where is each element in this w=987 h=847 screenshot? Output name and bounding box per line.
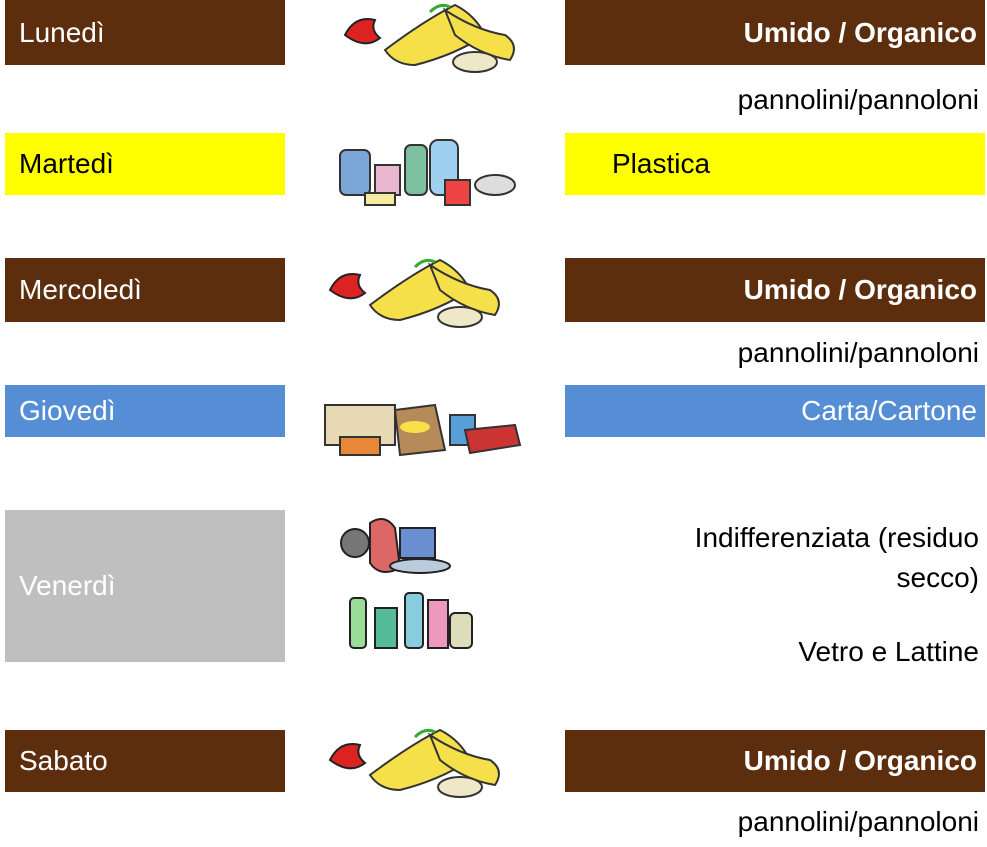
- day-label: Lunedì: [5, 0, 285, 65]
- plastic-icon: [325, 135, 545, 210]
- day-label: Venerdì: [5, 510, 285, 662]
- waste-type: Plastica: [565, 133, 985, 195]
- waste-type: Umido / Organico: [565, 0, 985, 65]
- waste-note: pannolini/pannoloni: [737, 806, 979, 837]
- waste-note: pannolini/pannoloni: [737, 337, 979, 368]
- day-label: Martedì: [5, 133, 285, 195]
- day-label: Sabato: [5, 730, 285, 792]
- waste-note: pannolini/pannoloni: [737, 84, 979, 115]
- organic-icon: [325, 0, 545, 75]
- waste-type: Carta/Cartone: [565, 385, 985, 437]
- day-label: Giovedì: [5, 385, 285, 437]
- paper-icon: [315, 385, 535, 460]
- organic-icon: [310, 725, 530, 800]
- waste-type: Indifferenziata (residuo secco): [694, 522, 979, 593]
- waste-type: Umido / Organico: [565, 730, 985, 792]
- day-label: Mercoledì: [5, 258, 285, 322]
- mixed-icon: [330, 508, 480, 658]
- waste-note: Vetro e Lattine: [798, 636, 979, 667]
- organic-icon: [310, 255, 530, 330]
- waste-type: Umido / Organico: [565, 258, 985, 322]
